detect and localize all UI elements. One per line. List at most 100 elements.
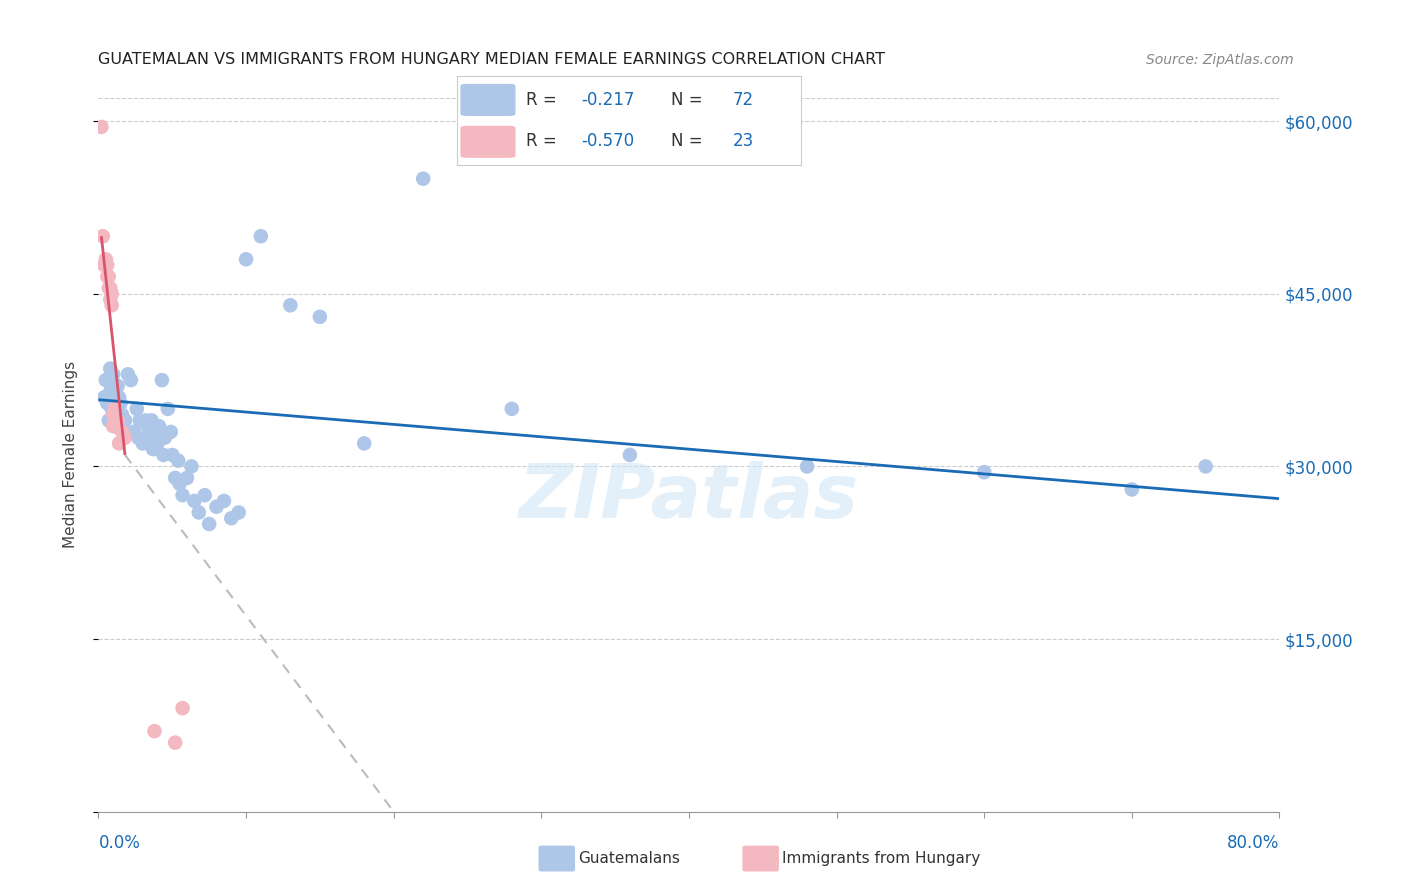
- Point: [97, 413, 120, 427]
- Point: [103, 390, 125, 404]
- Point: [198, 516, 221, 531]
- Point: [146, 436, 169, 450]
- Point: [110, 413, 132, 427]
- Point: [132, 436, 155, 450]
- FancyBboxPatch shape: [460, 126, 516, 158]
- Point: [353, 436, 375, 450]
- Point: [152, 448, 174, 462]
- Point: [501, 401, 523, 416]
- Point: [148, 419, 170, 434]
- Point: [250, 229, 273, 244]
- Point: [100, 286, 122, 301]
- Point: [172, 488, 194, 502]
- Point: [205, 500, 228, 514]
- Point: [142, 442, 165, 457]
- Point: [162, 448, 184, 462]
- Point: [120, 373, 142, 387]
- Text: 80.0%: 80.0%: [1227, 834, 1279, 852]
- Point: [107, 401, 129, 416]
- Point: [98, 384, 121, 399]
- Point: [165, 736, 187, 750]
- Point: [105, 390, 128, 404]
- Point: [165, 471, 187, 485]
- Point: [412, 171, 434, 186]
- Text: Immigrants from Hungary: Immigrants from Hungary: [782, 851, 980, 866]
- Point: [104, 419, 127, 434]
- Text: 72: 72: [733, 91, 754, 109]
- Point: [98, 281, 121, 295]
- Point: [97, 269, 120, 284]
- FancyBboxPatch shape: [460, 84, 516, 116]
- Point: [136, 419, 159, 434]
- Text: R =: R =: [526, 91, 562, 109]
- Point: [139, 425, 162, 439]
- Point: [108, 436, 131, 450]
- Point: [94, 252, 117, 267]
- Point: [135, 413, 157, 427]
- Text: GUATEMALAN VS IMMIGRANTS FROM HUNGARY MEDIAN FEMALE EARNINGS CORRELATION CHART: GUATEMALAN VS IMMIGRANTS FROM HUNGARY ME…: [98, 52, 886, 67]
- Point: [1195, 459, 1218, 474]
- Point: [309, 310, 332, 324]
- Point: [100, 401, 122, 416]
- Point: [159, 425, 181, 439]
- Point: [796, 459, 818, 474]
- Point: [94, 373, 117, 387]
- Text: -0.570: -0.570: [581, 132, 634, 150]
- Point: [107, 379, 129, 393]
- Point: [100, 379, 122, 393]
- Point: [143, 724, 166, 739]
- Point: [128, 413, 150, 427]
- Text: Source: ZipAtlas.com: Source: ZipAtlas.com: [1146, 53, 1294, 67]
- Point: [110, 396, 132, 410]
- Text: 23: 23: [733, 132, 754, 150]
- Point: [183, 494, 205, 508]
- Point: [153, 431, 176, 445]
- Text: R =: R =: [526, 132, 562, 150]
- Point: [111, 425, 134, 439]
- Point: [105, 419, 128, 434]
- Point: [96, 258, 118, 272]
- Point: [104, 396, 127, 410]
- Point: [105, 413, 128, 427]
- Point: [111, 408, 134, 422]
- Point: [100, 298, 122, 312]
- Point: [150, 373, 173, 387]
- Point: [167, 453, 190, 467]
- Point: [187, 506, 209, 520]
- Point: [619, 448, 641, 462]
- Point: [112, 425, 135, 439]
- Point: [103, 408, 125, 422]
- Point: [90, 120, 112, 134]
- Point: [103, 419, 125, 434]
- Point: [228, 506, 250, 520]
- Point: [103, 408, 125, 422]
- Text: 0.0%: 0.0%: [98, 834, 141, 852]
- Point: [169, 476, 191, 491]
- Point: [117, 368, 139, 382]
- Text: Guatemalans: Guatemalans: [578, 851, 679, 866]
- Point: [122, 425, 145, 439]
- Point: [235, 252, 257, 267]
- Point: [107, 413, 129, 427]
- Point: [98, 361, 121, 376]
- Point: [143, 425, 166, 439]
- Point: [138, 436, 160, 450]
- Point: [114, 431, 136, 445]
- Point: [96, 269, 118, 284]
- Point: [93, 390, 115, 404]
- Point: [93, 258, 115, 272]
- Point: [108, 419, 131, 434]
- Point: [114, 413, 136, 427]
- Point: [280, 298, 302, 312]
- Point: [973, 465, 995, 479]
- Point: [212, 494, 235, 508]
- Point: [156, 401, 179, 416]
- Point: [221, 511, 243, 525]
- Point: [91, 229, 114, 244]
- Point: [97, 281, 120, 295]
- Point: [104, 401, 127, 416]
- Point: [141, 413, 163, 427]
- Point: [108, 390, 131, 404]
- Point: [125, 401, 148, 416]
- Text: N =: N =: [671, 91, 707, 109]
